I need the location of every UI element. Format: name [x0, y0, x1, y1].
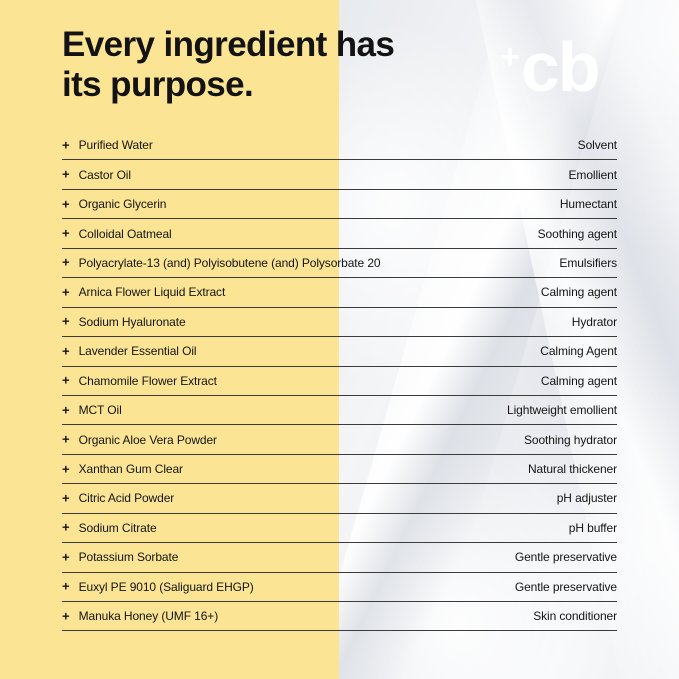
ingredient-cell: + Organic Aloe Vera Powder — [62, 432, 217, 447]
ingredient-purpose: Humectant — [559, 197, 617, 212]
plus-icon: + — [62, 196, 70, 212]
ingredient-name: Arnica Flower Liquid Extract — [78, 285, 226, 300]
ingredient-cell: + Arnica Flower Liquid Extract — [62, 284, 226, 300]
plus-icon: + — [62, 608, 70, 624]
ingredient-name: Chamomile Flower Extract — [78, 373, 217, 388]
ingredient-cell: + Sodium Hyaluronate — [62, 314, 186, 329]
plus-icon: + — [500, 38, 520, 76]
page-title-line2: its purpose. — [62, 65, 254, 104]
ingredient-purpose: Natural thickener — [527, 462, 617, 477]
table-row: + Purified Water Solvent — [62, 131, 617, 161]
ingredient-cell: + Chamomile Flower Extract — [62, 373, 217, 388]
table-row: + Organic Aloe Vera Powder Soothing hydr… — [62, 425, 617, 455]
ingredient-name: Sodium Hyaluronate — [78, 314, 186, 329]
table-row: + Manuka Honey (UMF 16+) Skin conditione… — [62, 602, 617, 632]
table-row: + Sodium Citrate pH buffer — [62, 514, 617, 544]
plus-icon: + — [62, 343, 70, 359]
plus-icon: + — [62, 313, 70, 329]
ingredient-cell: + Xanthan Gum Clear — [62, 461, 183, 477]
table-row: + Colloidal Oatmeal Soothing agent — [62, 219, 617, 249]
cream-texture-background — [339, 0, 679, 679]
ingredient-cell: + MCT Oil — [62, 402, 122, 418]
plus-icon: + — [62, 519, 70, 535]
ingredient-name: Castor Oil — [78, 167, 131, 182]
plus-icon: + — [62, 490, 70, 506]
ingredient-purpose: Emollient — [568, 167, 618, 182]
plus-icon: + — [62, 166, 70, 182]
ingredient-purpose: Calming agent — [540, 285, 617, 300]
table-row: + Potassium Sorbate Gentle preservative — [62, 543, 617, 573]
ingredient-table: + Purified Water Solvent + Castor Oil Em… — [62, 131, 618, 632]
plus-icon: + — [62, 284, 70, 300]
plus-icon: + — [62, 254, 70, 270]
ingredient-name: Potassium Sorbate — [78, 550, 179, 565]
plus-icon: + — [62, 402, 70, 418]
ingredient-cell: + Citric Acid Powder — [62, 490, 175, 506]
plus-icon: + — [62, 372, 70, 388]
ingredient-name: Sodium Citrate — [78, 520, 157, 535]
table-row: + Arnica Flower Liquid Extract Calming a… — [62, 278, 617, 308]
table-row: + Lavender Essential Oil Calming Agent — [62, 337, 617, 367]
ingredient-name: Purified Water — [78, 138, 153, 153]
ingredient-name: Manuka Honey (UMF 16+) — [78, 609, 219, 624]
ingredient-name: Xanthan Gum Clear — [78, 462, 183, 477]
table-row: + Xanthan Gum Clear Natural thickener — [62, 455, 617, 485]
ingredient-purpose: Gentle preservative — [514, 550, 617, 565]
ingredient-cell: + Sodium Citrate — [62, 520, 157, 535]
ingredient-cell: + Lavender Essential Oil — [62, 343, 197, 359]
ingredient-name: Citric Acid Powder — [78, 491, 175, 506]
ingredient-purpose: Soothing agent — [537, 226, 617, 241]
ingredient-purpose: Lightweight emollient — [507, 403, 617, 418]
ingredient-purpose: Soothing hydrator — [523, 432, 617, 447]
ingredient-cell: + Manuka Honey (UMF 16+) — [62, 608, 219, 624]
ingredient-purpose: pH buffer — [568, 520, 617, 535]
brand-logo: + cb — [500, 28, 601, 106]
table-row: + MCT Oil Lightweight emollient — [62, 396, 617, 426]
plus-icon: + — [62, 549, 70, 565]
ingredient-cell: + Polyacrylate-13 (and) Polyisobutene (a… — [62, 255, 381, 270]
ingredient-name: Organic Glycerin — [78, 197, 167, 212]
ingredient-name: Lavender Essential Oil — [78, 344, 197, 359]
plus-icon: + — [62, 137, 70, 153]
ingredient-cell: + Colloidal Oatmeal — [62, 226, 172, 241]
ingredient-cell: + Euxyl PE 9010 (Saliguard EHGP) — [62, 579, 254, 594]
plus-icon: + — [62, 461, 70, 477]
ingredient-name: Colloidal Oatmeal — [78, 226, 172, 241]
ingredient-purpose: pH adjuster — [556, 491, 617, 506]
ingredient-purpose: Solvent — [577, 138, 617, 153]
ingredient-purpose: Calming agent — [540, 373, 617, 388]
table-row: + Chamomile Flower Extract Calming agent — [62, 367, 617, 396]
ingredient-purpose: Gentle preservative — [514, 579, 617, 594]
ingredient-purpose: Calming Agent — [540, 344, 617, 359]
ingredient-cell: + Organic Glycerin — [62, 196, 167, 212]
table-row: + Euxyl PE 9010 (Saliguard EHGP) Gentle … — [62, 573, 617, 602]
table-row: + Organic Glycerin Humectant — [62, 190, 617, 220]
ingredient-name: MCT Oil — [78, 403, 122, 418]
ingredient-purpose: Skin conditioner — [533, 609, 617, 624]
plus-icon: + — [62, 431, 70, 447]
plus-icon: + — [62, 225, 70, 241]
brand-logo-text: cb — [520, 28, 601, 106]
ingredient-name: Organic Aloe Vera Powder — [78, 432, 217, 447]
ingredient-cell: + Potassium Sorbate — [62, 549, 179, 565]
table-row: + Sodium Hyaluronate Hydrator — [62, 308, 617, 338]
ingredient-purpose: Emulsifiers — [559, 255, 617, 270]
ingredient-name: Euxyl PE 9010 (Saliguard EHGP) — [78, 579, 254, 594]
table-row: + Citric Acid Powder pH adjuster — [62, 484, 617, 514]
page-title-line1: Every ingredient has — [62, 25, 395, 64]
ingredient-purpose: Hydrator — [571, 314, 617, 329]
page-title: Every ingredient has its purpose. — [62, 25, 395, 105]
ingredient-name: Polyacrylate-13 (and) Polyisobutene (and… — [78, 255, 381, 270]
ingredient-cell: + Purified Water — [62, 137, 153, 153]
table-row: + Polyacrylate-13 (and) Polyisobutene (a… — [62, 249, 617, 279]
table-row: + Castor Oil Emollient — [62, 160, 618, 190]
plus-icon: + — [62, 578, 70, 594]
ingredient-cell: + Castor Oil — [62, 167, 131, 182]
